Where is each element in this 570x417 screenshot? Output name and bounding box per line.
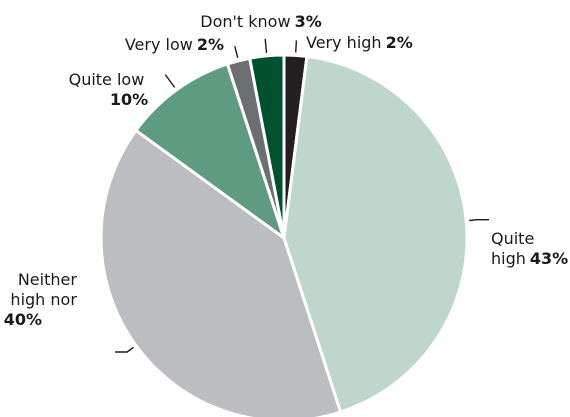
label-very-high-text: Very high: [306, 33, 382, 52]
label-dont-know-text: Don't know: [200, 12, 290, 31]
leader-line-very-high: [295, 40, 298, 53]
pie-slice-dont-know: [247, 53, 286, 239]
label-quite-high-line1: Quite: [491, 229, 534, 248]
label-quite-high-pct: 43%: [530, 249, 568, 268]
label-very-low-text: Very low: [125, 35, 193, 54]
leader-line-very-low: [234, 46, 239, 58]
label-very-low-pct: 2%: [197, 35, 224, 54]
leader-line-quite-low: [164, 74, 176, 88]
label-quite-high-line2: high: [491, 249, 526, 268]
leader-line-neither: [115, 346, 134, 353]
pie-slice-quite-high: [282, 54, 469, 414]
label-quite-low-text: Quite low: [69, 70, 145, 89]
leader-lines: [115, 38, 490, 353]
label-neither: Neither high nor low40%: [0, 270, 82, 329]
label-dont-know-pct: 3%: [295, 12, 322, 31]
label-neither-pct: 40%: [4, 310, 42, 329]
label-very-low: Very low 2%: [125, 35, 224, 54]
label-quite-low: Quite low 10%: [69, 70, 150, 109]
leader-line-dont-know: [264, 38, 268, 53]
label-neither-line2: high nor: [10, 290, 77, 309]
pie-slices: [99, 53, 469, 417]
label-very-high-pct: 2%: [386, 33, 413, 52]
label-quite-low-pct: 10%: [110, 90, 148, 109]
label-quite-high: Quite high 43%: [491, 229, 568, 268]
pie-slice-quite-low: [133, 62, 287, 242]
label-dont-know: Don't know 3%: [200, 12, 321, 31]
pie-slice-neither: [99, 128, 343, 417]
label-very-high: Very high 2%: [306, 33, 413, 52]
leader-line-quite-high: [469, 218, 490, 222]
label-neither-line1: Neither: [18, 270, 78, 289]
